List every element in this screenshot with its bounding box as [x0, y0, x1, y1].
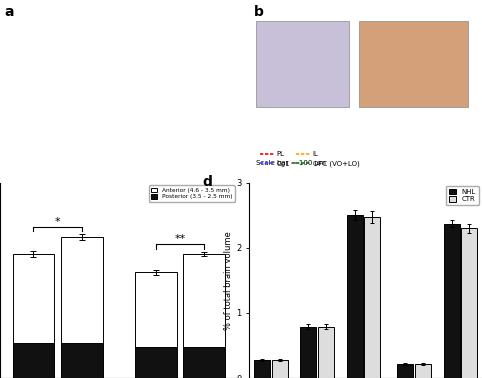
Legend: Anterior (4.6 - 3.5 mm), Posterior (3.5 - 2.5 mm): Anterior (4.6 - 3.5 mm), Posterior (3.5 …	[149, 186, 235, 202]
Bar	[61, 237, 103, 343]
Bar	[300, 327, 316, 378]
FancyBboxPatch shape	[256, 21, 349, 107]
Bar	[397, 364, 413, 378]
Text: *: *	[55, 217, 60, 226]
Legend: NHL, CTR: NHL, CTR	[446, 186, 479, 205]
Text: b: b	[254, 5, 264, 19]
Bar	[254, 360, 270, 378]
Bar	[461, 228, 477, 378]
Bar	[271, 360, 288, 378]
Bar	[13, 343, 54, 378]
Text: **: **	[174, 234, 186, 244]
Bar	[443, 224, 460, 378]
Bar	[61, 343, 103, 378]
Bar	[364, 217, 380, 378]
Bar	[318, 327, 334, 378]
Bar	[13, 254, 54, 343]
Bar	[135, 347, 177, 378]
Text: d: d	[202, 175, 213, 189]
Bar	[183, 347, 225, 378]
Bar	[183, 254, 225, 347]
Legend: PL, Cg1, IL, OFC (VO+LO): PL, Cg1, IL, OFC (VO+LO)	[257, 148, 362, 170]
Y-axis label: % of total brain volume: % of total brain volume	[225, 231, 233, 330]
FancyBboxPatch shape	[359, 21, 468, 107]
Bar	[135, 272, 177, 347]
Text: Scale bar = 100 μm: Scale bar = 100 μm	[256, 160, 326, 166]
Bar	[415, 364, 431, 378]
Bar	[347, 215, 362, 378]
Text: a: a	[5, 5, 14, 19]
